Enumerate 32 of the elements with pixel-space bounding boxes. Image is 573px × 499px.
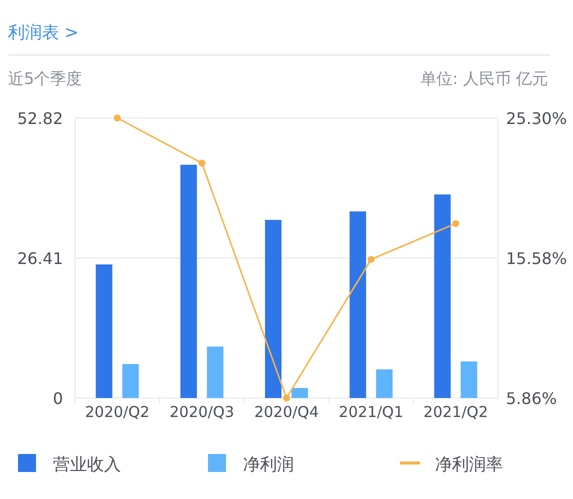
bar — [292, 388, 308, 398]
bar — [180, 164, 197, 398]
y-tick-label: 52.82 — [17, 109, 63, 128]
point — [198, 160, 206, 167]
y-tick-label: 0 — [52, 389, 63, 408]
y2-tick-label: 5.86% — [506, 389, 557, 408]
x-tick-label: 2021/Q1 — [338, 403, 404, 421]
x-tick-label: 2020/Q4 — [254, 403, 319, 421]
point — [452, 220, 460, 228]
y2-tick-label: 25.30% — [506, 109, 568, 128]
x-tick-label: 2020/Q3 — [170, 403, 234, 421]
legend-label: 净利润 — [243, 455, 294, 475]
bar — [350, 211, 366, 398]
bar — [206, 346, 224, 398]
bar — [460, 361, 478, 398]
point — [368, 256, 375, 263]
text: 单位: 人民币 亿元 — [420, 69, 548, 88]
bar — [96, 264, 112, 398]
bar — [376, 369, 393, 398]
legend-label: 营业收入 — [53, 455, 121, 475]
legend-label: 净利润率 — [435, 455, 503, 475]
chart-subtitle: 近5个季度 — [8, 69, 82, 88]
chart-title: 利润表 > — [8, 23, 79, 43]
point — [114, 114, 121, 122]
bar — [434, 194, 451, 398]
point — [283, 394, 290, 402]
x-tick-label: 2021/Q2 — [423, 403, 488, 421]
y-tick-label: 26.41 — [17, 249, 63, 268]
bar — [122, 364, 139, 398]
bar — [265, 220, 282, 398]
x-tick-label: 2020/Q2 — [85, 403, 150, 421]
y2-tick-label: 15.58% — [506, 249, 568, 268]
